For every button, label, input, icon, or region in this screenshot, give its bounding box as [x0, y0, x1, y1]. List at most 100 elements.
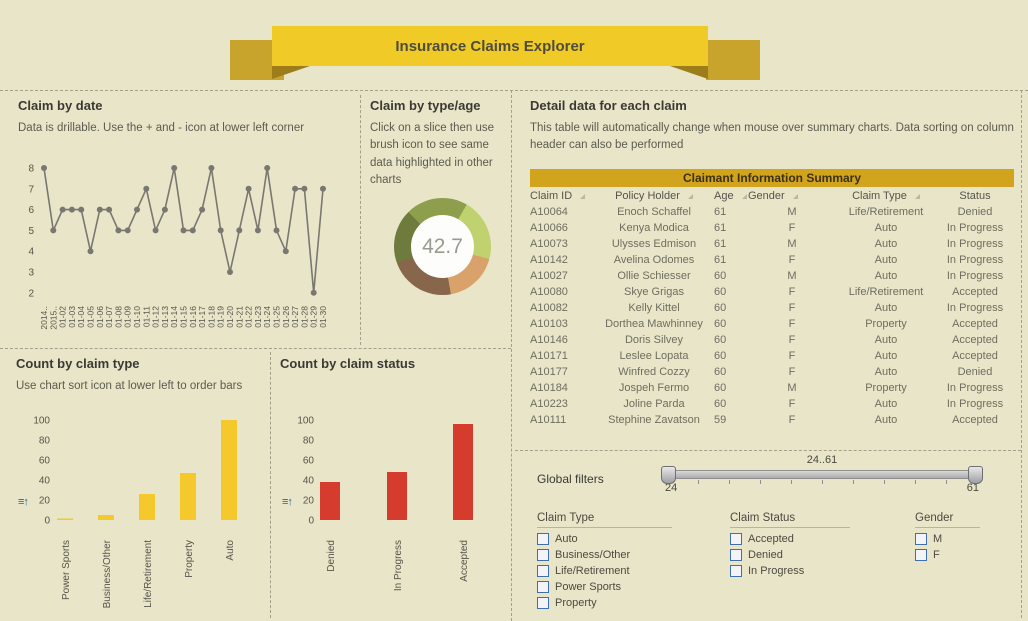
- column-header-claim-id[interactable]: Claim ID: [530, 187, 594, 204]
- checkbox-life-retirement[interactable]: [537, 564, 549, 577]
- filter-option-property[interactable]: Property: [537, 596, 712, 609]
- checkbox-power-sports[interactable]: [537, 580, 549, 593]
- data-point[interactable]: [106, 206, 113, 213]
- data-point[interactable]: [264, 165, 271, 171]
- table-row[interactable]: A10064 Enoch Schaffel 61 M Life/Retirement De…: [530, 204, 1014, 220]
- table-cell: A10142: [530, 253, 568, 266]
- bar-label: Accepted: [459, 540, 470, 582]
- table-row[interactable]: A10184 Jospeh Fermo 60 M Property In Progress: [530, 380, 1014, 396]
- data-point[interactable]: [310, 289, 317, 296]
- column-header-policy-holder[interactable]: Policy Holder: [594, 187, 714, 204]
- data-point[interactable]: [115, 227, 122, 234]
- bar-power-sports[interactable]: [57, 518, 73, 521]
- data-point[interactable]: [124, 227, 131, 234]
- table-band-title: Claimant Information Summary: [530, 168, 1014, 187]
- table-row[interactable]: A10171 Leslee Lopata 60 F Auto Accepted: [530, 348, 1014, 364]
- data-point[interactable]: [254, 227, 261, 234]
- sort-triangle-icon[interactable]: [792, 193, 798, 199]
- table-row[interactable]: A10073 Ulysses Edmison 61 M Auto In Progress: [530, 236, 1014, 252]
- checkbox-auto[interactable]: [537, 532, 549, 545]
- data-point[interactable]: [59, 206, 66, 213]
- table-row[interactable]: A10080 Skye Grigas 60 F Life/Retirement Accep…: [530, 284, 1014, 300]
- sort-triangle-icon[interactable]: [580, 193, 586, 199]
- data-point[interactable]: [208, 165, 215, 171]
- data-point[interactable]: [320, 185, 326, 192]
- filter-option-denied[interactable]: Denied: [730, 548, 895, 561]
- data-point[interactable]: [189, 227, 196, 234]
- data-point[interactable]: [78, 206, 85, 213]
- bar-denied[interactable]: [320, 482, 340, 520]
- chart-sort-icon[interactable]: ≡↑: [282, 496, 293, 508]
- data-point[interactable]: [273, 227, 280, 234]
- data-point[interactable]: [282, 248, 289, 255]
- column-header-claim-type[interactable]: Claim Type: [836, 187, 936, 204]
- checkbox-in-progress[interactable]: [730, 564, 742, 577]
- checkbox-label: Accepted: [748, 532, 794, 545]
- filter-option-accepted[interactable]: Accepted: [730, 532, 895, 545]
- sort-triangle-icon[interactable]: [687, 193, 693, 199]
- count-by-claim-status-chart[interactable]: 0 20 40 60 80 100 Denied In Progress Accepted: [280, 400, 508, 615]
- table-row[interactable]: A10223 Joline Parda 60 F Auto In Progress: [530, 396, 1014, 412]
- data-point[interactable]: [50, 227, 57, 234]
- data-point[interactable]: [227, 269, 233, 275]
- data-point[interactable]: [236, 227, 243, 234]
- data-point[interactable]: [245, 185, 252, 192]
- table-row[interactable]: A10066 Kenya Modica 61 F Auto In Progress: [530, 220, 1014, 236]
- sort-triangle-icon[interactable]: [741, 193, 747, 199]
- filter-option-m[interactable]: M: [915, 532, 1010, 545]
- checkbox-property[interactable]: [537, 596, 549, 609]
- column-header-age[interactable]: Age: [714, 187, 748, 204]
- data-point[interactable]: [143, 185, 150, 192]
- slider-handle-left[interactable]: [661, 466, 676, 484]
- filter-option-power-sports[interactable]: Power Sports: [537, 580, 712, 593]
- data-point[interactable]: [68, 206, 75, 213]
- bar-business-other[interactable]: [98, 515, 114, 520]
- data-point[interactable]: [292, 185, 299, 192]
- table-row[interactable]: A10146 Doris Silvey 60 F Auto Accepted: [530, 332, 1014, 348]
- data-point[interactable]: [41, 165, 47, 171]
- data-point[interactable]: [96, 206, 103, 213]
- table-row[interactable]: A10111 Stephine Zavatson 59 F Auto Accepted: [530, 412, 1014, 428]
- slider-handle-right[interactable]: [968, 466, 983, 484]
- filter-option-f[interactable]: F: [915, 548, 1010, 561]
- data-point[interactable]: [199, 206, 206, 213]
- data-point[interactable]: [217, 227, 224, 234]
- x-axis-label: 01-25: [272, 306, 282, 328]
- slider-track[interactable]: [663, 470, 981, 479]
- chart-sort-icon[interactable]: ≡↑: [18, 496, 29, 508]
- checkbox-f[interactable]: [915, 548, 927, 561]
- column-header-gender[interactable]: Gender: [748, 187, 836, 204]
- y-tick-label: 80: [39, 436, 51, 447]
- filter-option-auto[interactable]: Auto: [537, 532, 712, 545]
- filter-option-in-progress[interactable]: In Progress: [730, 564, 895, 577]
- table-cell: Kenya Modica: [619, 221, 689, 234]
- table-row[interactable]: A10027 Ollie Schiesser 60 M Auto In Progress: [530, 268, 1014, 284]
- checkbox-business-other[interactable]: [537, 548, 549, 561]
- sort-triangle-icon[interactable]: [914, 193, 920, 199]
- bar-auto[interactable]: [221, 420, 237, 520]
- table-row[interactable]: A10177 Winfred Cozzy 60 F Auto Denied: [530, 364, 1014, 380]
- filter-option-life-retirement[interactable]: Life/Retirement: [537, 564, 712, 577]
- filter-option-business-other[interactable]: Business/Other: [537, 548, 712, 561]
- table-row[interactable]: A10142 Avelina Odomes 61 F Auto In Progress: [530, 252, 1014, 268]
- data-point[interactable]: [180, 227, 187, 234]
- bar-accepted[interactable]: [453, 424, 473, 520]
- checkbox-denied[interactable]: [730, 548, 742, 561]
- table-row[interactable]: A10103 Dorthea Mawhinney 60 F Property Accept…: [530, 316, 1014, 332]
- checkbox-accepted[interactable]: [730, 532, 742, 545]
- data-point[interactable]: [152, 227, 159, 234]
- column-header-status[interactable]: Status: [936, 187, 1014, 204]
- data-point[interactable]: [301, 185, 308, 192]
- checkbox-m[interactable]: [915, 532, 927, 545]
- data-point[interactable]: [87, 248, 94, 255]
- data-point[interactable]: [171, 165, 178, 171]
- donut-chart[interactable]: 42.7: [394, 198, 491, 295]
- bar-in-progress[interactable]: [387, 472, 407, 520]
- bar-life-retirement[interactable]: [139, 494, 155, 520]
- bar-property[interactable]: [180, 473, 196, 520]
- table-row[interactable]: A10082 Kelly Kittel 60 F Auto In Progress: [530, 300, 1014, 316]
- count-by-claim-type-chart[interactable]: 0 20 40 60 80 100 Power Sports Business/Other Li…: [16, 400, 266, 615]
- data-point[interactable]: [134, 206, 140, 213]
- data-point[interactable]: [161, 206, 168, 213]
